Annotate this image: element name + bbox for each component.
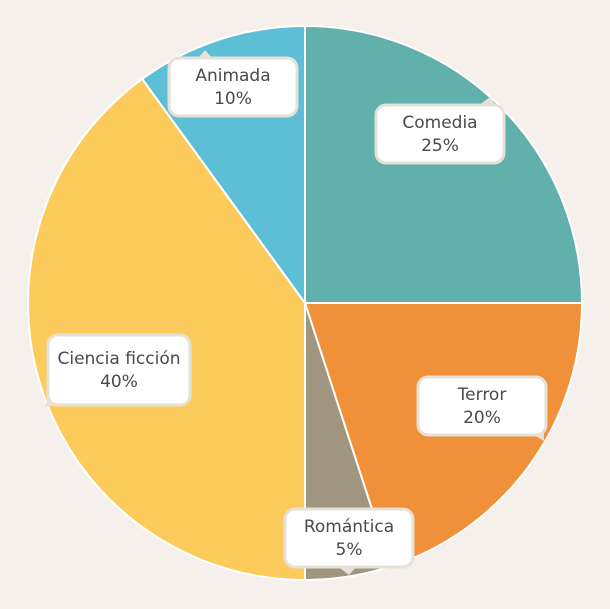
pie-slice-ciencia-ficcion [27, 77, 306, 582]
label-box [283, 507, 415, 569]
slice-category-label: Terror [457, 385, 507, 405]
slice-percent-label: 10% [214, 89, 252, 109]
labels-layer: Comedia 25% Terror 20% Romántica 5% Ciencia fi… [45, 50, 548, 575]
slice-category-label: Comedia [402, 113, 477, 133]
slice-category-label: Romántica [304, 517, 394, 537]
label-box [374, 103, 506, 165]
slice-label-terror: Terror 20% [416, 375, 548, 441]
slice-label-ciencia-ficcion: Ciencia ficción 40% [45, 333, 192, 407]
slice-percent-label: 40% [100, 372, 138, 392]
slice-percent-label: 25% [421, 136, 459, 156]
label-box [167, 56, 299, 118]
slice-label-comedia: Comedia 25% [374, 97, 506, 165]
label-box [46, 333, 192, 407]
label-box [416, 375, 548, 437]
slice-label-animada: Animada 10% [167, 50, 299, 118]
slice-label-romantica: Romántica 5% [283, 507, 415, 575]
slice-percent-label: 5% [336, 540, 363, 560]
slice-category-label: Ciencia ficción [57, 349, 180, 369]
slice-percent-label: 20% [463, 408, 501, 428]
slice-category-label: Animada [195, 66, 270, 86]
